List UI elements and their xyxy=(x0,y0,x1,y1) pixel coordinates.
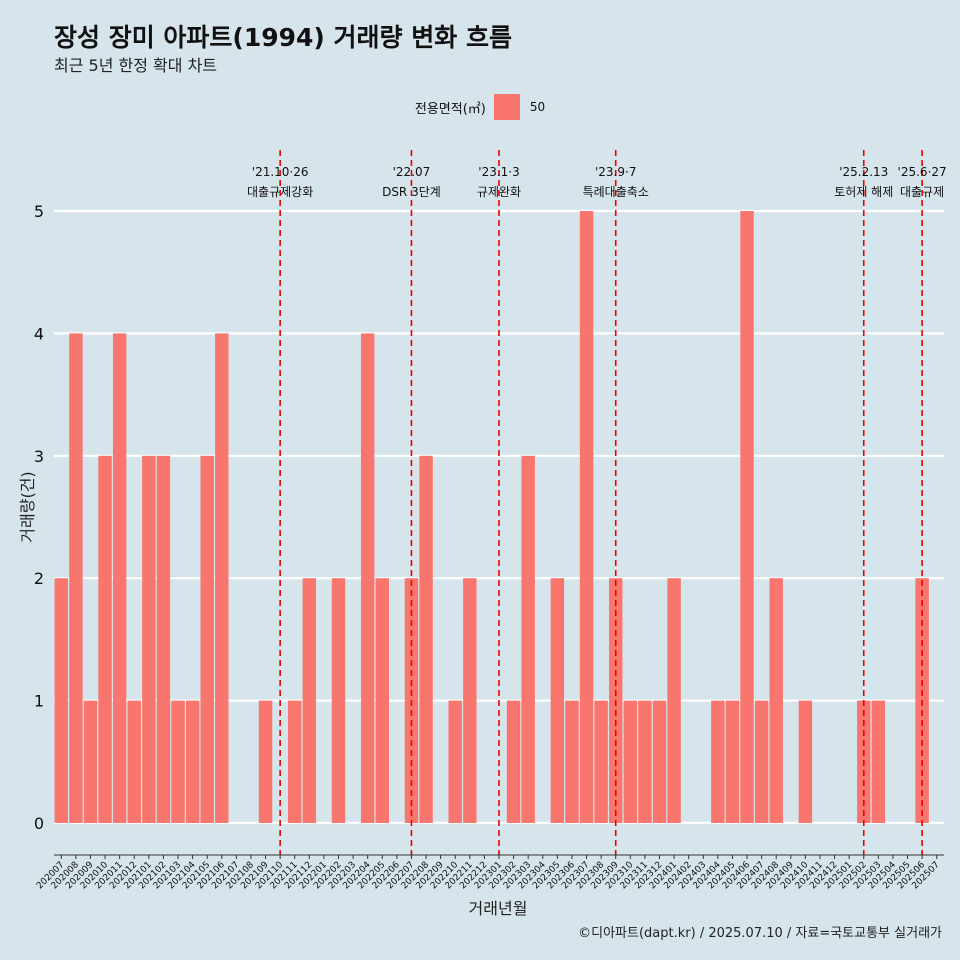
y-tick-label: 1 xyxy=(34,692,44,711)
event-text-label: 대출규제 xyxy=(900,185,944,199)
event-date-label: '23.1·3 xyxy=(478,165,519,179)
bar-202302 xyxy=(506,700,521,823)
bar-202007 xyxy=(54,578,69,823)
bar-202404 xyxy=(711,700,725,823)
bar-202401 xyxy=(667,578,681,823)
bars xyxy=(54,211,929,823)
y-axis-title: 거래량(건) xyxy=(18,471,37,542)
y-tick-label: 2 xyxy=(34,569,44,588)
y-tick-label: 4 xyxy=(34,324,44,343)
bar-202103 xyxy=(171,700,185,823)
event-text-label: 규제완화 xyxy=(477,185,521,199)
bar-202503 xyxy=(871,700,886,823)
source-caption: ©디아파트(dapt.kr) / 2025.07.10 / 자료=국토교통부 실… xyxy=(578,926,942,941)
bar-202102 xyxy=(156,455,171,823)
bar-202410 xyxy=(798,700,813,823)
event-date-label: '25.2.13 xyxy=(839,165,888,179)
bar-202202 xyxy=(331,578,346,823)
bar-202308 xyxy=(594,700,608,823)
bar-202305 xyxy=(550,578,565,823)
bar-202106 xyxy=(215,333,229,823)
legend-label: 50 xyxy=(529,100,546,114)
bar-202306 xyxy=(565,700,579,823)
bar-202408 xyxy=(769,578,783,823)
bar-202105 xyxy=(200,455,214,823)
bar-202311 xyxy=(638,700,652,823)
bar-202208 xyxy=(419,455,433,823)
legend-title: 전용면적(㎡) xyxy=(414,101,486,117)
bar-202010 xyxy=(98,455,112,823)
event-date-label: '22.07 xyxy=(393,165,431,179)
bar-202104 xyxy=(185,700,200,823)
x-axis: 2020072020082020092020102020112020122021… xyxy=(35,854,944,891)
event-text-label: 토허제 해제 xyxy=(834,185,893,199)
bar-202009 xyxy=(83,700,98,823)
legend-swatch xyxy=(493,94,520,120)
event-text-label: 대출규제강화 xyxy=(247,185,313,199)
bar-202101 xyxy=(142,455,156,823)
y-axis: 0 1 2 3 4 5 xyxy=(34,202,44,833)
bar-202008 xyxy=(69,333,83,823)
chart-subtitle: 최근 5년 한정 확대 차트 xyxy=(54,56,218,75)
y-tick-label: 0 xyxy=(34,814,44,833)
bar-202012 xyxy=(127,700,141,823)
event-date-label: '25.6·27 xyxy=(898,165,947,179)
bar-202405 xyxy=(725,700,740,823)
bar-202112 xyxy=(302,578,317,823)
bar-202011 xyxy=(112,333,127,823)
bar-202303 xyxy=(521,455,535,823)
bar-202211 xyxy=(463,578,477,823)
legend: 전용면적(㎡) 50 xyxy=(0,92,960,122)
y-tick-label: 5 xyxy=(34,202,44,221)
event-date-label: '21.10·26 xyxy=(252,165,309,179)
bar-202310 xyxy=(623,700,638,823)
bar-202204 xyxy=(360,333,375,823)
bar-202407 xyxy=(754,700,769,823)
event-lines: '21.10·26 대출규제강화 '22.07 DSR 3단계 '23.1·3 규제완화 '… xyxy=(247,150,947,855)
event-text-label: 특례대출축소 xyxy=(583,185,649,199)
x-axis-title: 거래년월 xyxy=(469,899,528,918)
bar-202406 xyxy=(740,211,754,823)
y-tick-label: 3 xyxy=(34,447,44,466)
bar-202210 xyxy=(448,700,462,823)
bar-202111 xyxy=(288,700,302,823)
bar-202205 xyxy=(375,578,389,823)
event-date-label: '23.9·7 xyxy=(595,165,636,179)
bar-202307 xyxy=(579,211,594,823)
bar-202312 xyxy=(652,700,667,823)
event-text-label: DSR 3단계 xyxy=(382,185,441,199)
chart-title: 장성 장미 아파트(1994) 거래량 변화 흐름 xyxy=(54,23,512,52)
bar-202109 xyxy=(258,700,273,823)
